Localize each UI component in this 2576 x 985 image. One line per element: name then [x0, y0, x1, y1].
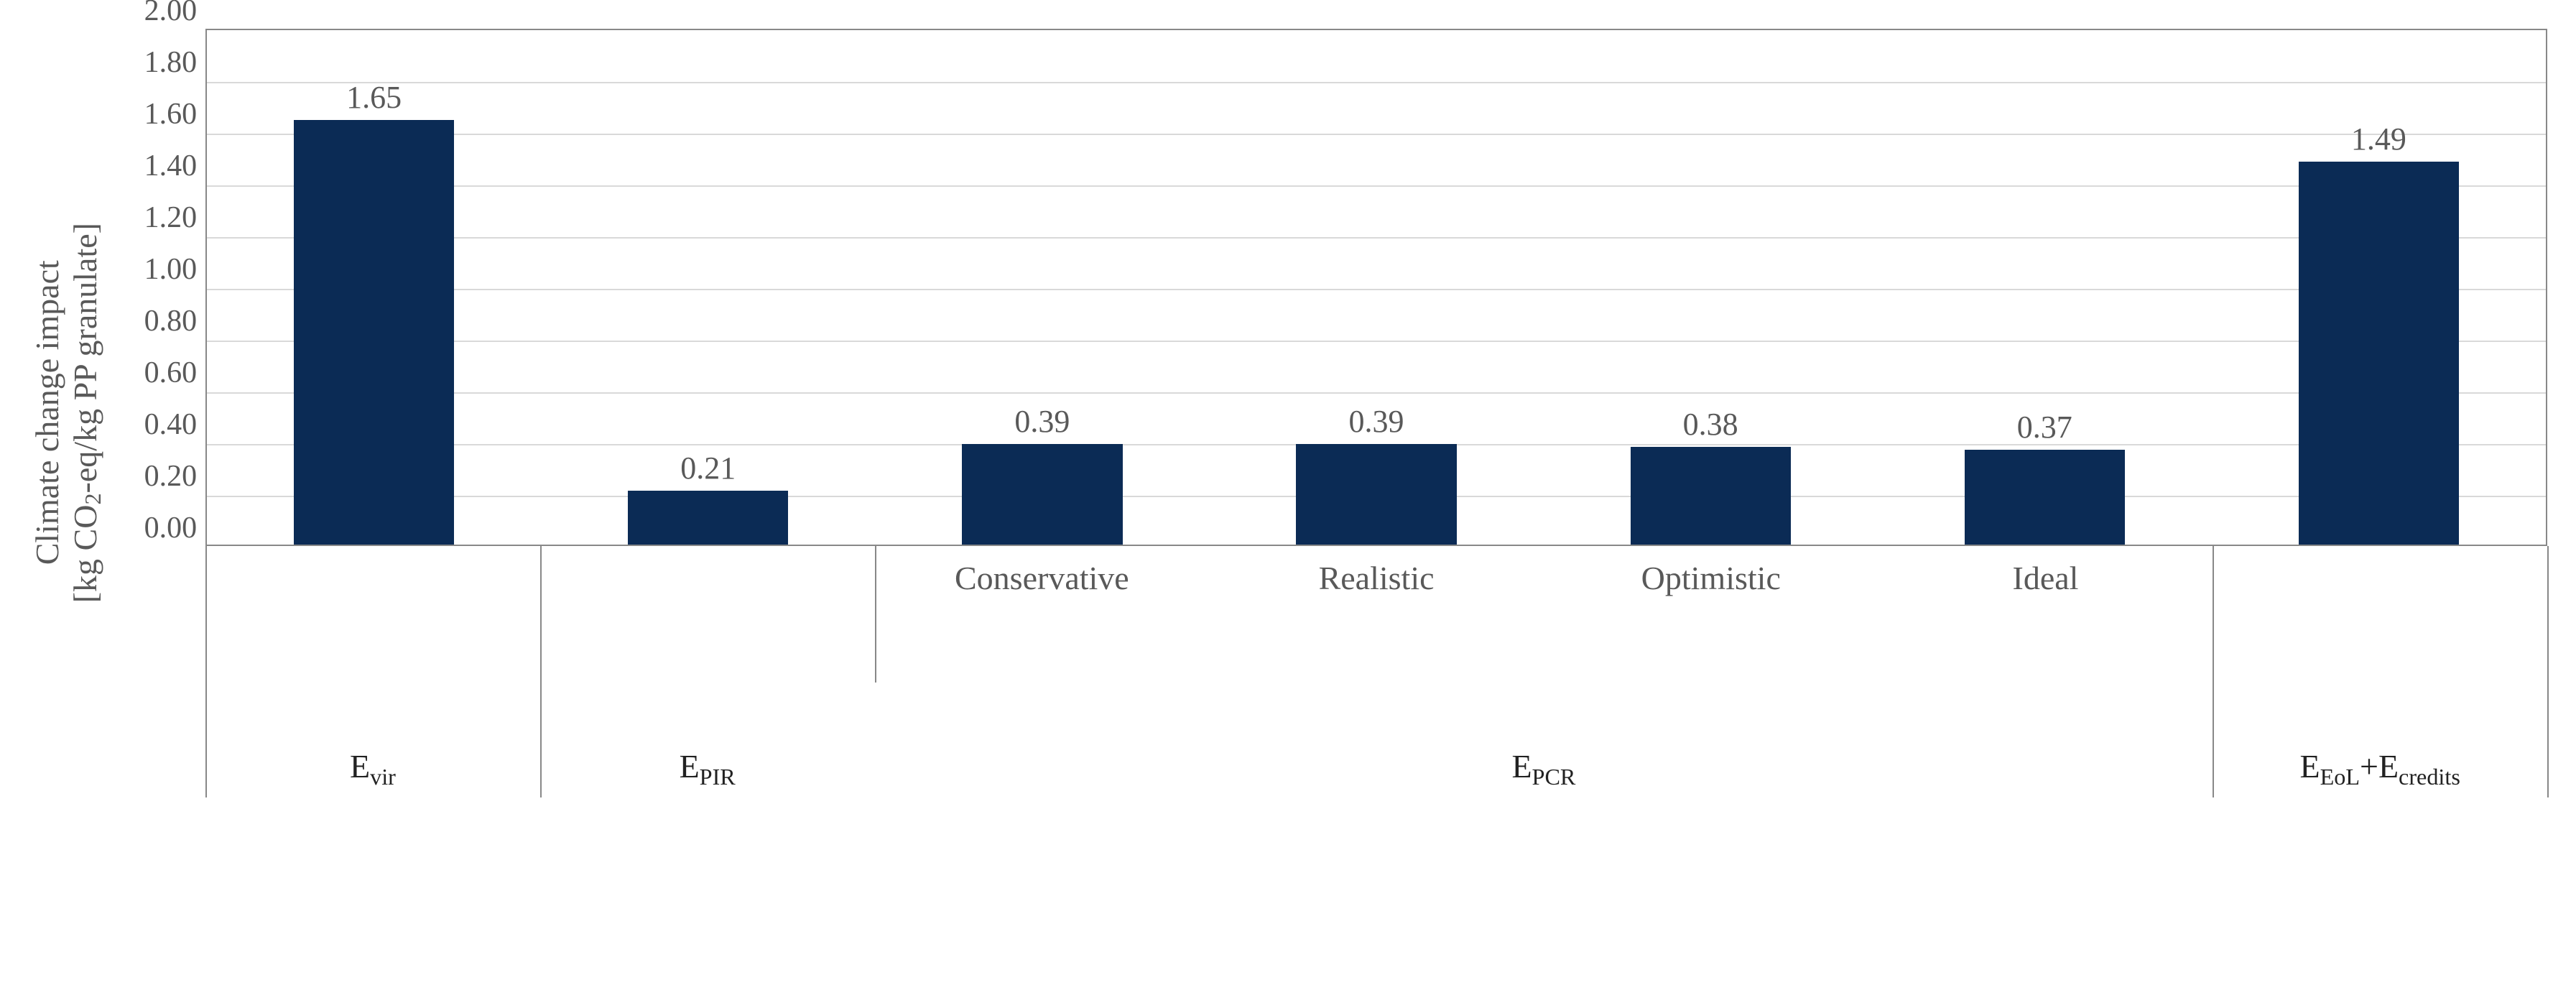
bar	[962, 444, 1122, 545]
bar	[2299, 162, 2459, 545]
bar	[628, 491, 788, 545]
x-group-label: Evir	[205, 683, 540, 797]
bar-slot: 1.65	[207, 30, 541, 545]
x-group-label: EEoL+Ecredits	[2213, 683, 2547, 797]
data-label: 1.65	[346, 79, 402, 120]
x-group-label: EPCR	[875, 683, 2213, 797]
y-tick: 0.00	[197, 546, 205, 547]
x-axis-group-labels: EvirEPIREPCREEoL+Ecredits	[205, 683, 2547, 797]
data-label: 0.21	[680, 450, 736, 491]
x-sublabel: Optimistic	[1544, 546, 1878, 683]
bar-slot: 1.49	[2212, 30, 2546, 545]
data-label: 1.49	[2351, 121, 2406, 162]
bar-slot: 0.39	[1209, 30, 1543, 545]
group-separator	[2547, 546, 2549, 797]
bar	[1296, 444, 1456, 545]
plot-column: 1.65 0.21 0.39 0.39 0.38 0.37 1.49 Conservativ…	[205, 29, 2547, 797]
bars-layer: 1.65 0.21 0.39 0.39 0.38 0.37 1.49	[207, 30, 2546, 545]
x-sublabel	[2213, 546, 2547, 683]
x-axis-area: ConservativeRealisticOptimisticIdeal Evi…	[205, 546, 2547, 797]
bar	[294, 120, 454, 545]
y-tick: 1.80	[197, 80, 205, 81]
y-tick: 0.60	[197, 391, 205, 392]
x-sublabel: Ideal	[1878, 546, 2213, 683]
bar-slot: 0.21	[541, 30, 875, 545]
bar-slot: 0.38	[1544, 30, 1878, 545]
y-tick: 1.60	[197, 132, 205, 133]
data-label: 0.39	[1349, 403, 1404, 444]
x-group-label: EPIR	[540, 683, 875, 797]
x-sublabel: Realistic	[1209, 546, 1544, 683]
y-tick: 0.80	[197, 339, 205, 340]
data-label: 0.37	[2017, 409, 2072, 450]
x-axis-sublabels: ConservativeRealisticOptimisticIdeal	[205, 546, 2547, 683]
x-sublabel	[540, 546, 875, 683]
x-sublabel	[205, 546, 540, 683]
y-tick: 1.00	[197, 287, 205, 288]
x-sublabel: Conservative	[875, 546, 1210, 683]
bar-slot: 0.37	[1878, 30, 2212, 545]
y-axis-label: Climate change impact[kg CO2-eq/kg PP gr…	[29, 223, 106, 603]
data-label: 0.38	[1683, 406, 1738, 447]
y-axis-ticks: 2.001.801.601.401.201.000.800.600.400.20…	[112, 29, 205, 546]
bar	[1631, 447, 1791, 545]
bar-slot: 0.39	[875, 30, 1209, 545]
bar-chart: Climate change impact[kg CO2-eq/kg PP gr…	[29, 29, 2547, 797]
y-tick: 1.40	[197, 184, 205, 185]
plot-area: 1.65 0.21 0.39 0.39 0.38 0.37 1.49	[205, 29, 2547, 546]
y-axis-label-container: Climate change impact[kg CO2-eq/kg PP gr…	[29, 29, 106, 797]
data-label: 0.39	[1014, 403, 1070, 444]
y-tick: 0.20	[197, 494, 205, 495]
bar	[1965, 450, 2125, 545]
